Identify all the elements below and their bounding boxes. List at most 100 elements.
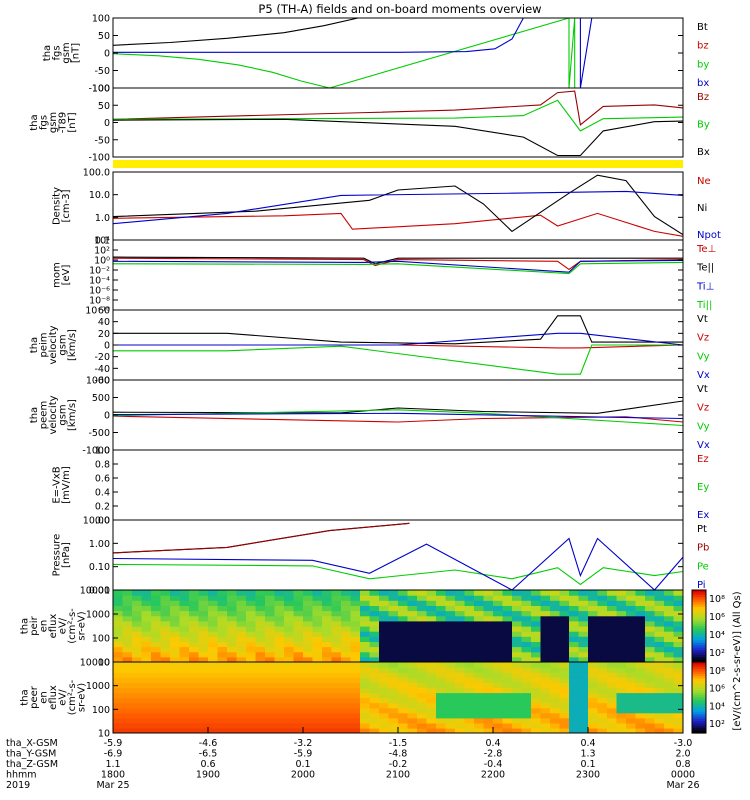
y-tick-label: 100.0 (83, 168, 110, 179)
series-ti--line (113, 259, 683, 273)
legend-te-: Te⊥ (696, 244, 716, 255)
y-axis-label-line: [nT] (67, 112, 78, 132)
legend-ez: Ez (697, 454, 709, 465)
legend-bx: Bx (697, 147, 710, 158)
x-row-label: tha_X-GSM (6, 738, 58, 749)
y-axis-label-line: tha (20, 689, 31, 705)
colorbar-tick-label: 10⁴ (709, 701, 725, 712)
series-vx-line (113, 412, 683, 420)
y-axis-label: E=-VxB[mV/m] (51, 466, 72, 504)
x-tick-label: 1.3 (580, 749, 595, 760)
y-axis-label-line: gsm (58, 404, 69, 425)
y-tick-label: 0.0 (95, 516, 110, 527)
series-vt-line (113, 400, 683, 414)
series-bx-line (113, 18, 593, 88)
panel-efield: Ez Ey Ex 1.0 0.8 0.6 0.4 0.2 0.0 E=-VxB[mV/m] (51, 446, 709, 527)
legend-ey: Ey (697, 482, 709, 493)
y-axis-label-line: [cm-3] (61, 189, 72, 222)
y-tick-label: 50 (98, 31, 110, 42)
y-axis-label-line: [eV] (61, 265, 72, 286)
y-tick-label: -100 (88, 153, 110, 164)
colorbar-tick-label: 10⁸ (709, 594, 725, 605)
y-tick-label: -20 (94, 352, 110, 363)
y-tick-label: 10⁻² (89, 266, 110, 277)
legend-vt: Vt (697, 384, 708, 395)
y-tick-label: 1.0 (95, 446, 110, 457)
x-row-label: tha_Y-GSM (6, 749, 56, 760)
series-npot-line (113, 190, 683, 225)
spectrogram-peir-en-eflux (113, 590, 683, 662)
panel-frame (112, 171, 684, 241)
y-axis-label-line: gsm (61, 42, 72, 63)
panel-frame (112, 87, 684, 158)
series-vx-line (113, 332, 683, 346)
colorbars: 10⁸ 10⁶ 10⁴ 10² 10⁸ 10⁶ 10⁴ 10² [eV/(cm^2-s-sr-e… (691, 589, 743, 734)
x-tick-label: 2000 (291, 770, 315, 781)
y-tick-label: 60 (98, 306, 110, 317)
legend-ti-: Ti|| (696, 300, 712, 311)
x-tick-label: 1800 (101, 770, 125, 781)
colorbar-tick-label: 10⁸ (709, 666, 725, 677)
y-axis-label-line: (cm²-s- (67, 679, 78, 715)
y-tick-label: 0.2 (95, 502, 110, 513)
x-tick-label: 2.0 (675, 749, 690, 760)
y-tick-label: 100 (92, 634, 110, 645)
series-ti--line (113, 261, 683, 275)
colorbar-tick-label: 10⁶ (709, 612, 725, 623)
legend-pi: Pi (697, 580, 706, 591)
legend-te-: Te|| (696, 263, 714, 274)
x-tick-label: 0.8 (675, 759, 690, 770)
colorbar-tick-label: 10² (709, 648, 725, 659)
colorbar-label: [eV/(cm^2-s-sr-eV)] (All Qs) (732, 591, 743, 730)
x-tick-label: -5.9 (294, 749, 313, 760)
series-pe-line (113, 563, 683, 586)
y-tick-label: 10000 (80, 658, 110, 669)
panels: Btbzbybx100500-50-100thafgsgsm[nT]BzByBx… (20, 14, 721, 740)
x-tick-label: 0.1 (580, 759, 595, 770)
y-tick-label: 1.0 (95, 213, 110, 224)
series-pi-line (113, 537, 683, 590)
x-tick-label: 0000 (671, 770, 695, 781)
series-pb-line (113, 522, 410, 554)
series-vy-line (113, 409, 683, 427)
legend-vz: Vz (697, 403, 709, 414)
panel-frame (112, 17, 684, 89)
legend-bz: bz (697, 41, 709, 52)
x-tick-label: 2100 (386, 770, 410, 781)
x-row-label: tha_Z-GSM (6, 759, 58, 770)
y-axis-label: Density[cm-3] (51, 187, 72, 225)
y-tick-label: 0.8 (95, 460, 110, 471)
series-ne-line (113, 212, 683, 237)
legend-vx: Vx (697, 440, 710, 451)
x-tick-label: 0.1 (295, 759, 310, 770)
series-bx-line (113, 118, 683, 157)
y-axis-label-line: sr-eV) (77, 611, 88, 640)
y-axis-label-line: peem (39, 401, 50, 429)
legend-ti-: Ti⊥ (696, 281, 714, 292)
figure-title: P5 (TH-A) fields and on-board moments ov… (258, 2, 541, 16)
y-axis-label-line: mom (51, 262, 62, 288)
x-row-label: 2019 (6, 780, 30, 791)
x-tick-label: -5.9 (104, 738, 123, 749)
y-tick-label: 10.00 (83, 516, 110, 527)
y-axis-label-line: Density (51, 187, 62, 225)
colorbar-tick-label: 10² (709, 719, 725, 730)
legend-bx: bx (697, 78, 709, 89)
y-tick-label: 0.6 (95, 474, 110, 485)
x-tick-label: -2.8 (484, 749, 503, 760)
x-tick-label: -1.5 (389, 738, 408, 749)
y-tick-label: 1000 (86, 610, 110, 621)
x-tick-label: -4.8 (389, 749, 408, 760)
y-axis-label-line: eV/ (58, 689, 69, 706)
y-axis-label-line: tha (29, 114, 40, 130)
panel-peem-velocity: Vt Vz Vy Vx 1000 500 0 -500 -1000 thapeemvelocity… (29, 376, 710, 457)
spectrogram-peer-en-eflux (113, 662, 683, 733)
y-axis-label-line: en (39, 691, 50, 704)
y-axis-label-line: fgs (51, 45, 62, 60)
y-tick-label: 0.10 (89, 562, 110, 573)
